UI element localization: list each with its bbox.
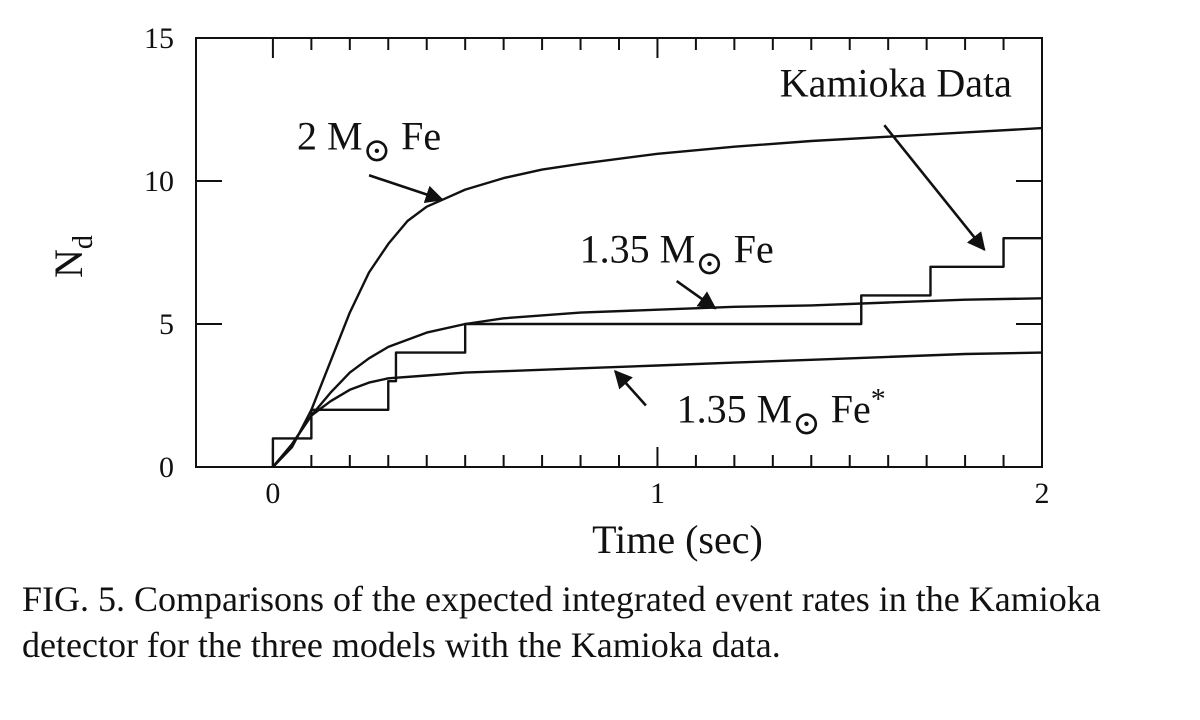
annotation-2msun: 2 M⊙ Fe bbox=[297, 114, 441, 170]
x-axis-label: Time (sec) bbox=[592, 517, 763, 562]
y-tick-label: 15 bbox=[144, 22, 174, 55]
y-tick-label: 5 bbox=[159, 308, 174, 341]
chart: 0 1 2 0 5 10 15 Time (sec) Nd 2 M⊙ Fe 1.35 M⊙ Fe 1.… bbox=[46, 22, 1050, 562]
x-tick-label: 1 bbox=[650, 477, 665, 510]
y-tick-label: 10 bbox=[144, 165, 174, 198]
figure-caption: FIG. 5. Comparisons of the expected inte… bbox=[22, 579, 1101, 665]
y-axis-label: Nd bbox=[46, 235, 99, 278]
annotation-arrow-135msun_star bbox=[613, 369, 647, 407]
annotation-135msun: 1.35 M⊙ Fe bbox=[580, 227, 774, 283]
plot-area: 0 1 2 0 5 10 15 Time (sec) Nd 2 M⊙ Fe 1.35 M⊙ Fe 1.… bbox=[46, 22, 1050, 562]
series-line-2msun bbox=[272, 126, 1043, 468]
annotation-kamioka: Kamioka Data bbox=[780, 61, 1012, 106]
x-tick-label: 0 bbox=[265, 477, 280, 510]
series-line-135msun_star bbox=[271, 351, 1043, 468]
annotation-135msun_star: 1.35 M⊙ Fe* bbox=[677, 383, 886, 443]
annotation-arrow-2msun bbox=[368, 174, 444, 204]
x-tick-label: 2 bbox=[1035, 477, 1050, 510]
annotation-arrow-135msun bbox=[675, 280, 717, 310]
annotation-arrow-kamioka bbox=[883, 124, 986, 252]
y-tick-label: 0 bbox=[159, 451, 174, 484]
series-line-kamioka bbox=[271, 237, 1042, 467]
